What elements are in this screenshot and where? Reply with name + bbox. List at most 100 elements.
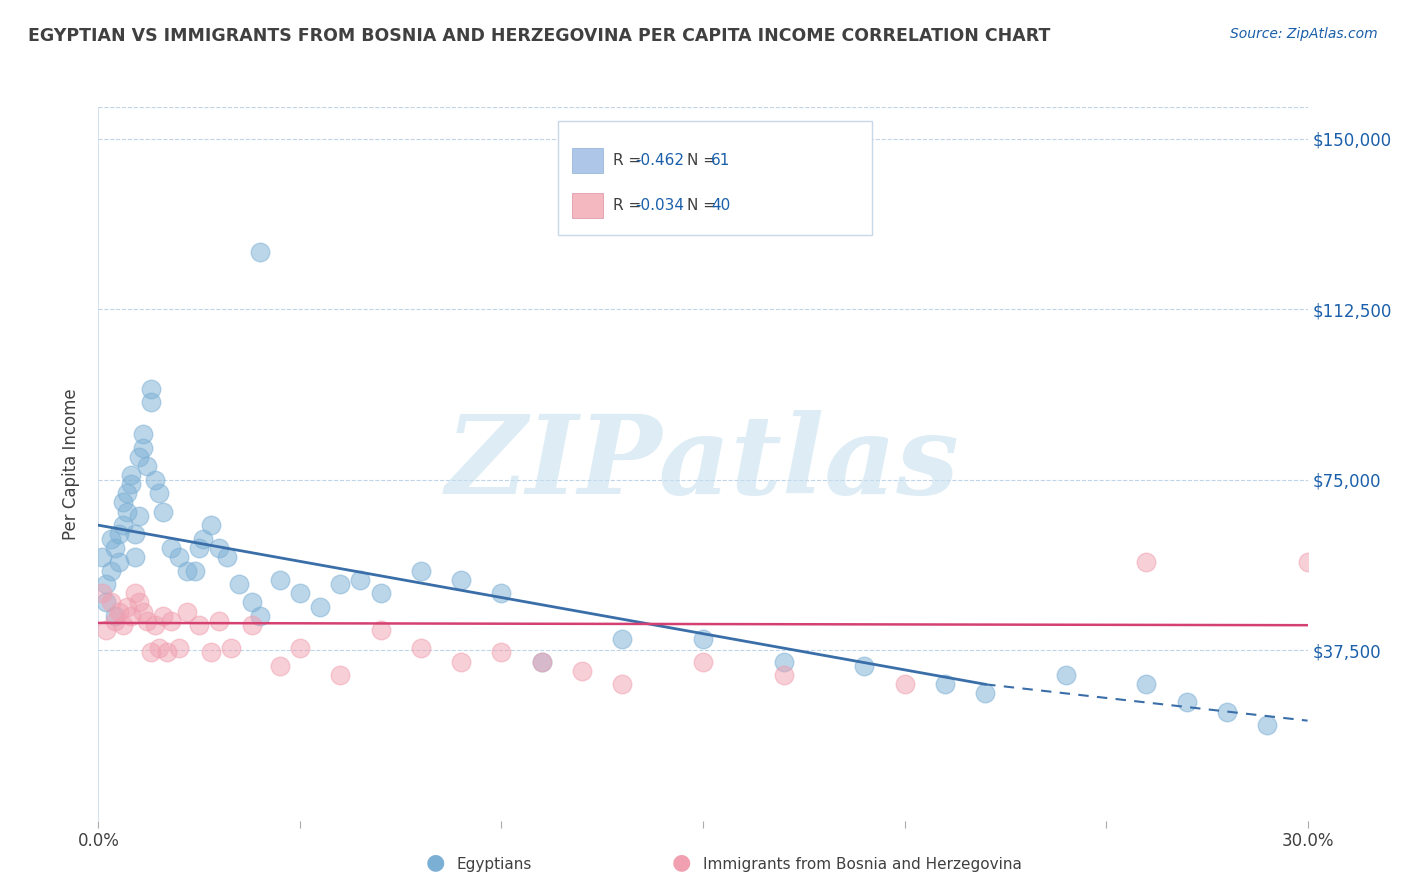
Point [100,532,122,546]
Point [184,564,207,578]
Text: 61: 61 [711,153,731,168]
Point [853,659,876,673]
Point [217,549,239,564]
Point [176,564,198,578]
Point [120,468,142,483]
Point [491,586,513,600]
Point [530,655,553,669]
Point [111,495,134,509]
Point [139,382,162,396]
Point [692,655,714,669]
Point [128,509,150,524]
Point [193,532,215,546]
Point [200,645,222,659]
Text: N =: N = [688,198,721,213]
Point [269,659,291,673]
Point [228,577,250,591]
Text: ●: ● [426,853,446,872]
Point [329,668,352,682]
Point [208,614,231,628]
Point [934,677,956,691]
Point [450,573,472,587]
Point [370,586,392,600]
Point [152,609,174,624]
Point [612,632,634,646]
Point [249,245,271,260]
Text: R =: R = [613,153,645,168]
Text: EGYPTIAN VS IMMIGRANTS FROM BOSNIA AND HERZEGOVINA PER CAPITA INCOME CORRELATION: EGYPTIAN VS IMMIGRANTS FROM BOSNIA AND H… [28,27,1050,45]
Point [128,450,150,464]
Point [143,473,166,487]
Point [1054,668,1077,682]
Point [200,518,222,533]
Text: 40: 40 [711,198,730,213]
Point [221,640,243,655]
Point [530,655,553,669]
Point [612,677,634,691]
Point [103,609,125,624]
Point [132,605,155,619]
Point [167,549,190,564]
Point [103,614,125,628]
Point [349,573,371,587]
Point [491,645,513,659]
Point [120,609,142,624]
Point [148,486,170,500]
Point [100,595,122,609]
Point [111,518,134,533]
Point [143,618,166,632]
Point [156,645,179,659]
Point [139,395,162,409]
Text: Source: ZipAtlas.com: Source: ZipAtlas.com [1230,27,1378,41]
Point [96,595,118,609]
Point [692,632,714,646]
Point [124,586,146,600]
Point [148,640,170,655]
Point [96,623,118,637]
Point [111,618,134,632]
Point [124,527,146,541]
Point [1296,555,1319,569]
Point [288,586,311,600]
Point [772,655,794,669]
Point [240,595,263,609]
Point [249,609,271,624]
Point [450,655,472,669]
Point [893,677,915,691]
Point [120,477,142,491]
Point [107,555,129,569]
Point [974,686,997,700]
Point [571,664,593,678]
Text: N =: N = [688,153,721,168]
Point [1216,705,1239,719]
Point [124,549,146,564]
Text: R =: R = [613,198,645,213]
Point [103,541,125,555]
Point [309,600,332,615]
Point [91,549,114,564]
Point [188,618,211,632]
Point [139,645,162,659]
Point [1175,696,1198,710]
Point [115,505,138,519]
Point [107,527,129,541]
Point [409,640,432,655]
Point [288,640,311,655]
Point [160,614,183,628]
Point [772,668,794,682]
Y-axis label: Per Capita Income: Per Capita Income [62,388,80,540]
Text: Immigrants from Bosnia and Herzegovina: Immigrants from Bosnia and Herzegovina [703,857,1022,872]
Point [370,623,392,637]
Point [167,640,190,655]
Text: ZIPatlas: ZIPatlas [446,410,960,517]
Point [269,573,291,587]
Text: Egyptians: Egyptians [457,857,533,872]
Point [1135,555,1157,569]
Point [135,614,157,628]
Point [176,605,198,619]
Point [1256,718,1278,732]
Point [132,441,155,455]
Point [152,505,174,519]
Point [107,605,129,619]
Point [188,541,211,555]
